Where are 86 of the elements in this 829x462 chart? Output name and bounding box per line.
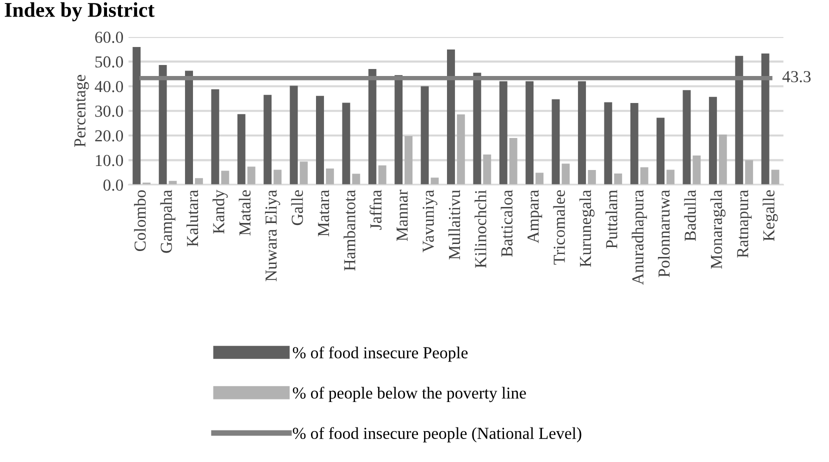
bar [274, 170, 282, 185]
x-tick-label: Kegalle [762, 190, 778, 242]
bar [378, 165, 386, 185]
x-tick-label: Galle [291, 190, 303, 226]
x-tick-label: Hambantota [344, 190, 356, 271]
bar [640, 167, 648, 185]
bar [326, 168, 334, 185]
bar [483, 154, 492, 185]
bar [430, 178, 439, 185]
bar [132, 47, 141, 185]
bar [692, 155, 701, 185]
bar [604, 102, 612, 185]
x-tick-label: Badulla [684, 190, 696, 242]
x-tick-label: Gampaha [160, 190, 176, 253]
bar [656, 118, 665, 185]
x-tick-label: Tricomalee [553, 190, 565, 265]
bar [666, 170, 674, 185]
bar [735, 56, 744, 185]
bar [771, 170, 780, 185]
x-tick-label: Batticaloa [500, 190, 513, 257]
y-tick-label: 20.0 [95, 130, 123, 142]
bar [194, 178, 203, 185]
chart-title: Index by District [4, 2, 155, 22]
bar [578, 81, 586, 185]
bar [290, 86, 298, 185]
bar [404, 136, 413, 185]
bar [708, 96, 717, 185]
bar [552, 99, 560, 185]
bar [368, 68, 376, 185]
x-tick-label: Ampara [528, 190, 542, 244]
bar [237, 114, 246, 185]
x-tick-label: Nuwara Eliya [264, 190, 280, 282]
x-tick-label: Mullaitivu [448, 190, 460, 260]
bar [499, 81, 508, 185]
bar [588, 170, 596, 185]
x-tick-label: Ratnapura [737, 190, 752, 258]
bar [630, 102, 638, 185]
data-label: 43.3 [782, 71, 811, 82]
y-tick-label: 10.0 [96, 154, 123, 166]
bar [394, 75, 403, 185]
bar [420, 86, 429, 185]
bar [342, 102, 350, 185]
bar [300, 162, 308, 185]
bar [718, 134, 727, 185]
x-tick-label: Kalutara [186, 190, 198, 247]
bar [446, 50, 455, 185]
bar [456, 114, 465, 185]
bar [264, 94, 272, 185]
bar [682, 90, 691, 185]
x-tick-label: Kurunegala [579, 190, 595, 267]
x-tick-label: Jaffna [370, 190, 382, 230]
bar [536, 172, 544, 185]
x-tick-label: Kandy [212, 190, 228, 234]
bar [211, 89, 220, 185]
bar [562, 164, 570, 185]
legend-label: % of food insecure people (National Level) [292, 427, 582, 442]
bar [185, 70, 193, 185]
bar [745, 160, 754, 185]
x-tick-label: Monaragala [710, 190, 726, 269]
bar [761, 53, 770, 185]
legend-label: % of people below the poverty line [292, 386, 526, 402]
bar [316, 96, 324, 185]
x-tick-label: Colombo [134, 190, 146, 252]
y-tick-label: 30.0 [95, 106, 123, 117]
bar [473, 72, 482, 185]
bar [158, 65, 167, 185]
x-tick-label: Anuradhapura [632, 190, 647, 285]
x-tick-label: Polonnaruwa [658, 190, 670, 278]
bar [247, 166, 256, 185]
y-tick-label: 50.0 [95, 56, 123, 68]
legend-label: % of food insecure People [292, 346, 468, 362]
x-tick-label: Mannar [396, 190, 408, 242]
bar [614, 173, 622, 185]
bar [221, 170, 230, 185]
bar [509, 138, 518, 185]
x-tick-label: Matale [238, 190, 251, 236]
x-tick-label: Matara [318, 190, 330, 236]
bar [352, 174, 360, 185]
y-tick-label: 60.0 [95, 32, 123, 43]
x-tick-label: Puttalam [606, 190, 618, 248]
y-axis-title: Percentage [74, 74, 89, 147]
y-tick-label: 40.0 [94, 80, 123, 92]
x-tick-label: Vavuniya [422, 190, 438, 252]
y-tick-label: 0.0 [103, 180, 123, 191]
bar [526, 81, 534, 185]
x-tick-label: Kilinochchi [474, 190, 486, 268]
